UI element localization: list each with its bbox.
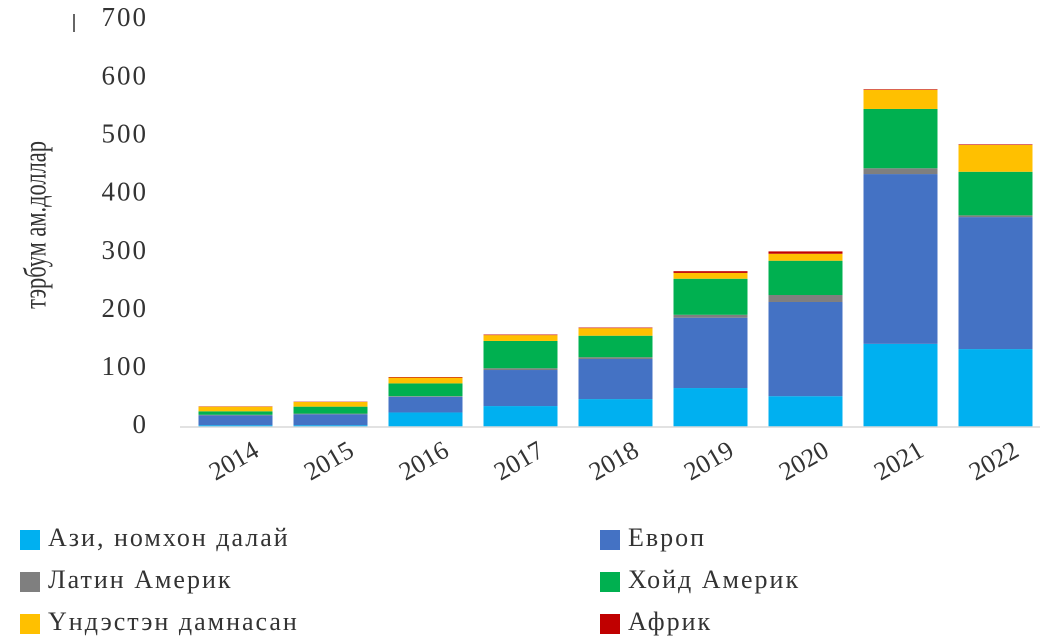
- bar-segment: [863, 174, 938, 344]
- legend-swatch: [20, 530, 40, 550]
- x-tick-label: 2016: [394, 435, 454, 486]
- bar-segment: [293, 406, 368, 414]
- bar-segment: [673, 314, 748, 318]
- legend-label: Европ: [628, 523, 706, 552]
- bar-segment: [483, 335, 558, 341]
- bar-segment: [958, 171, 1033, 216]
- y-tick-label: 400: [102, 177, 149, 207]
- legend-label: Африк: [628, 607, 712, 636]
- legend-swatch: [20, 572, 40, 592]
- bar-segment: [673, 317, 748, 389]
- bar-segment: [958, 144, 1033, 146]
- bar-segment: [198, 415, 273, 426]
- bar-segment: [673, 388, 748, 427]
- bar-segment: [388, 396, 463, 397]
- bar-segment: [198, 411, 273, 415]
- bar-segment: [578, 335, 653, 358]
- bar-segment: [198, 414, 273, 416]
- legend-swatch: [600, 614, 620, 634]
- bar-segment: [863, 89, 938, 90]
- x-tick-label: 2020: [774, 435, 834, 486]
- bar-segment: [578, 399, 653, 427]
- bar-segment: [388, 376, 463, 378]
- bar-segment: [293, 425, 368, 427]
- bar-segment: [863, 168, 938, 175]
- bar-segment: [483, 370, 558, 407]
- x-tick-label: 2021: [869, 435, 929, 486]
- legend-label: Хойд Америк: [628, 565, 800, 594]
- x-tick-label: 2018: [584, 435, 644, 486]
- x-tick-label: 2014: [204, 435, 264, 486]
- bar-segment: [768, 253, 843, 261]
- bar-segment: [863, 108, 938, 169]
- y-tick-label: 500: [102, 118, 149, 148]
- bar-segment: [388, 383, 463, 397]
- y-tick-label: 0: [133, 409, 149, 439]
- bar-segment: [293, 413, 368, 415]
- bar-segment: [673, 272, 748, 279]
- bar-segment: [198, 406, 273, 412]
- y-tick-label: 200: [102, 293, 149, 323]
- legend-swatch: [600, 530, 620, 550]
- y-tick-label: 300: [102, 235, 149, 265]
- bar-segment: [958, 145, 1033, 172]
- bar-segment: [483, 340, 558, 369]
- bar-segment: [673, 278, 748, 315]
- bar-segment: [958, 215, 1033, 218]
- bar-segment: [483, 334, 558, 336]
- bar-segment: [863, 343, 938, 427]
- bar-segment: [483, 406, 558, 427]
- y-tick-label: 600: [102, 60, 149, 90]
- bar-segment: [388, 396, 463, 413]
- bar-segment: [768, 260, 843, 296]
- legend-label: Үндэстэн дамнасан: [48, 607, 299, 636]
- bar-segment: [578, 358, 653, 400]
- x-tick-label: 2022: [964, 435, 1024, 486]
- bar-segment: [578, 328, 653, 336]
- bar-segment: [958, 349, 1033, 427]
- legend-swatch: [600, 572, 620, 592]
- y-tick-label: 100: [102, 351, 149, 381]
- bar-segment: [293, 414, 368, 426]
- x-tick-label: 2019: [679, 435, 739, 486]
- legend-swatch: [20, 614, 40, 634]
- bar-segment: [388, 377, 463, 384]
- legend-label: Ази, номхон далай: [48, 523, 290, 552]
- x-tick-label: 2017: [489, 435, 549, 486]
- bar-segment: [768, 301, 843, 397]
- y-tick-label: 700: [102, 2, 149, 32]
- bar-segment: [863, 89, 938, 109]
- bar-segment: [673, 271, 748, 273]
- bar-segment: [293, 401, 368, 407]
- bar-segment: [768, 251, 843, 254]
- y-axis-label: тэрбум ам.доллар: [16, 141, 52, 309]
- bar-segment: [483, 368, 558, 371]
- bar-segment: [958, 217, 1033, 350]
- legend-label: Латин Америк: [48, 565, 233, 594]
- bar-segment: [578, 357, 653, 359]
- bar-segment: [198, 425, 273, 427]
- bar-segment: [768, 396, 843, 427]
- bar-segment: [578, 327, 653, 329]
- x-tick-label: 2015: [299, 435, 359, 486]
- bar-segment: [768, 295, 843, 302]
- bar-segment: [388, 412, 463, 427]
